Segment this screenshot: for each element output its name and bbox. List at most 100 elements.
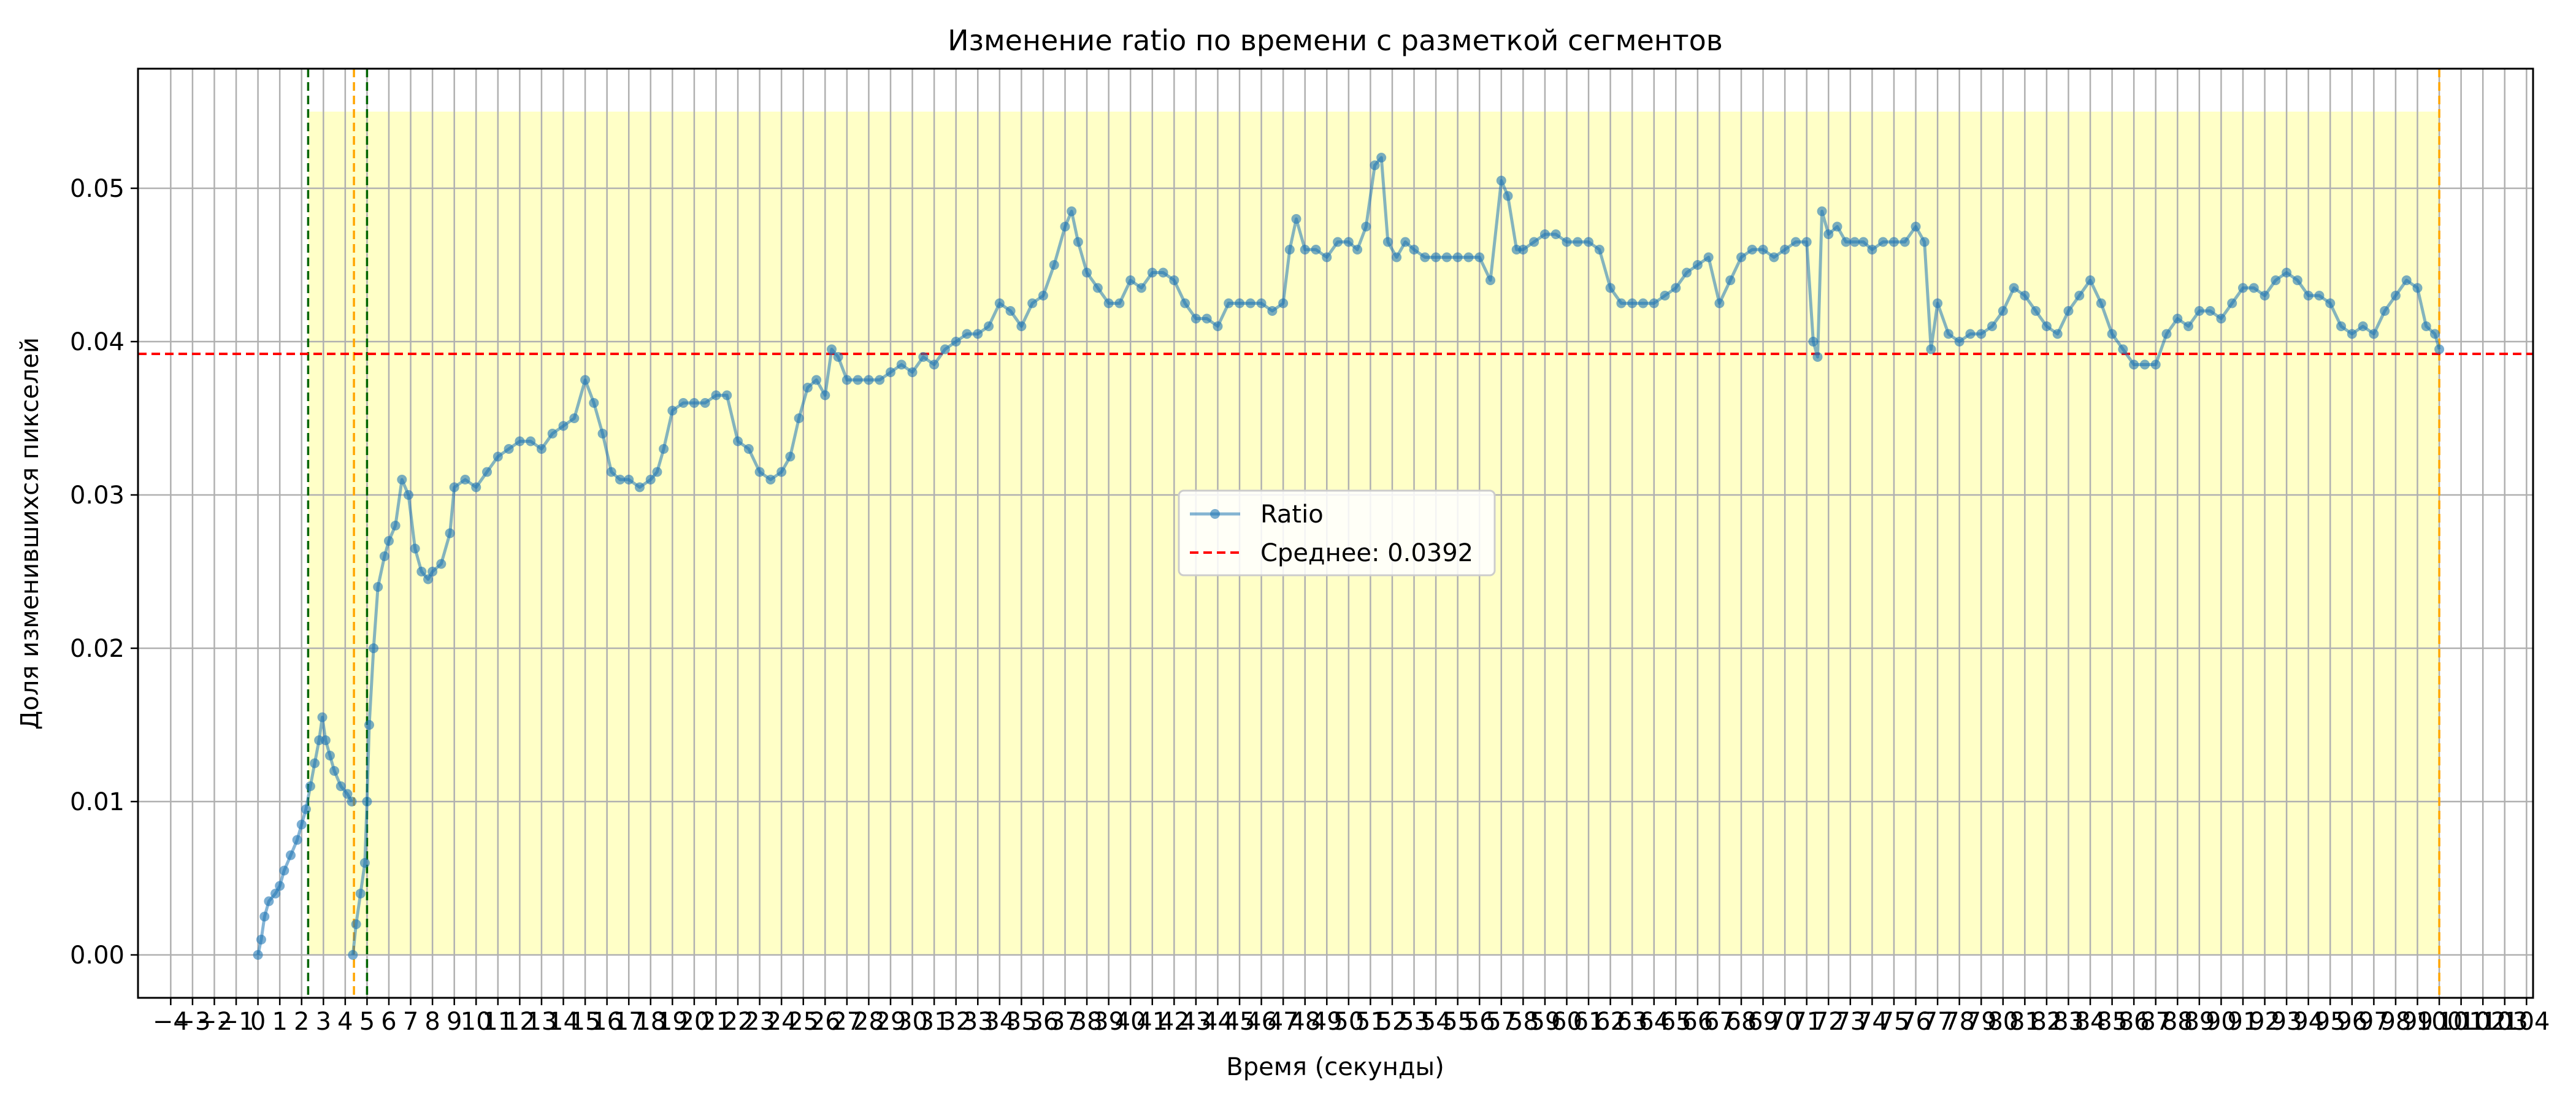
ratio-data-point [2282,267,2292,278]
ratio-data-point [1409,245,1419,255]
x-tick-label: 80 [1987,1008,2018,1036]
ratio-data-point [1005,306,1016,316]
x-tick-label: 26 [810,1008,841,1036]
ratio-data-point [342,789,353,799]
ratio-data-point [1841,237,1851,247]
ratio-data-point [853,375,863,385]
x-tick-label: 89 [2183,1008,2215,1036]
x-tick-label: 64 [1638,1008,1669,1036]
ratio-data-point [1551,229,1561,239]
ratio-data-point [390,521,401,531]
x-tick-label: 81 [2009,1008,2041,1036]
ratio-data-point [362,797,372,806]
ratio-data-point [2227,298,2237,308]
x-tick-label: 51 [1355,1008,1386,1036]
x-tick-label: 35 [1006,1008,1037,1036]
ratio-data-point [2429,329,2440,339]
ratio-data-point [918,352,929,362]
legend-box [1178,489,1496,576]
ratio-data-point [1518,245,1528,255]
ratio-data-point [423,574,434,584]
x-tick-label: 62 [1595,1008,1626,1036]
ratio-data-point [1780,245,1790,255]
x-tick-label: 46 [1246,1008,1277,1036]
y-tick-label: 0.01 [70,788,125,816]
ratio-data-point [1594,245,1604,255]
x-tick-label: 100 [2416,1008,2463,1036]
ratio-data-point [504,444,514,454]
y-tick-layer: 0.00 0.01 0.02 0.03 0.04 0.05 [70,175,138,970]
y-axis-label: Доля изменившихся пикселей [16,337,44,730]
x-tick-label: 88 [2162,1008,2193,1036]
ratio-data-point [2118,344,2128,354]
ratio-data-point [1911,221,1921,232]
ratio-data-point [1392,252,1402,262]
ratio-data-point [1801,237,1812,247]
x-tick-label: 28 [853,1008,884,1036]
x-tick-label: 55 [1442,1008,1473,1036]
ratio-data-point [1158,267,1168,278]
x-tick-label: 4 [337,1008,353,1036]
ratio-data-point [2205,306,2215,316]
x-tick-label: 9 [447,1008,462,1036]
ratio-data-point [359,858,370,868]
ratio-data-point [743,444,754,454]
chart-title: Изменение ratio по времени с разметкой с… [948,24,1723,57]
ratio-data-point [1180,298,1190,308]
ratio-data-point [1878,237,1888,247]
ratio-data-point [794,413,804,423]
ratio-data-point [929,359,940,370]
ratio-data-point [2390,291,2401,301]
ratio-data-point [1867,245,1877,255]
ratio-data-point [1584,237,1594,247]
ratio-data-point [2271,275,2281,285]
ratio-data-point [2161,329,2172,339]
x-tick-label: 15 [570,1008,601,1036]
x-tick-label: 24 [766,1008,797,1036]
x-tick-label: 13 [526,1008,557,1036]
ratio-data-point [1343,237,1354,247]
x-tick-label: 75 [1879,1008,1910,1036]
x-tick-label: 12 [504,1008,535,1036]
ratio-data-point [2041,321,2052,331]
ratio-data-point [436,559,447,569]
x-tick-label: 87 [2140,1008,2171,1036]
x-tick-label: 43 [1180,1008,1211,1036]
ratio-data-point [785,451,795,462]
ratio-data-point [1333,237,1343,247]
x-tick-label: 8 [424,1008,440,1036]
x-tick-label: 37 [1049,1008,1081,1036]
ratio-data-point [1038,291,1048,301]
ratio-data-point [1463,252,1474,262]
x-tick-label: 69 [1747,1008,1779,1036]
series-layer [253,153,2445,960]
x-tick-label: 3 [316,1008,331,1036]
x-tick-label: 30 [897,1008,928,1036]
ratio-data-point [2150,359,2161,370]
x-axis-label: Время (секунды) [1226,1053,1444,1081]
ratio-data-point [1267,306,1278,316]
ratio-data-point [1899,237,1910,247]
x-tick-label: 97 [2358,1008,2390,1036]
ratio-data-point [841,375,852,385]
ratio-data-point [460,475,470,485]
ratio-data-point [2052,329,2063,339]
x-tick-label: 103 [2482,1008,2528,1036]
x-tick-label: 91 [2228,1008,2259,1036]
ratio-data-point [2031,306,2041,316]
ratio-data-point [2139,359,2150,370]
x-tick-label: 58 [1508,1008,1539,1036]
ratio-data-point [765,475,776,485]
ratio-data-point [259,911,270,922]
ratio-data-point [2260,291,2270,301]
ratio-data-point [2237,283,2248,293]
x-tick-label: 42 [1159,1008,1190,1036]
ratio-data-point [1016,321,1027,331]
x-tick-label: 22 [723,1008,754,1036]
x-tick-label: 50 [1333,1008,1364,1036]
x-tick-label: 16 [591,1008,623,1036]
x-tick-label: 66 [1682,1008,1713,1036]
x-tick-label: 10 [461,1008,492,1036]
ratio-data-point [2216,313,2226,324]
x-tick-label: 96 [2336,1008,2367,1036]
